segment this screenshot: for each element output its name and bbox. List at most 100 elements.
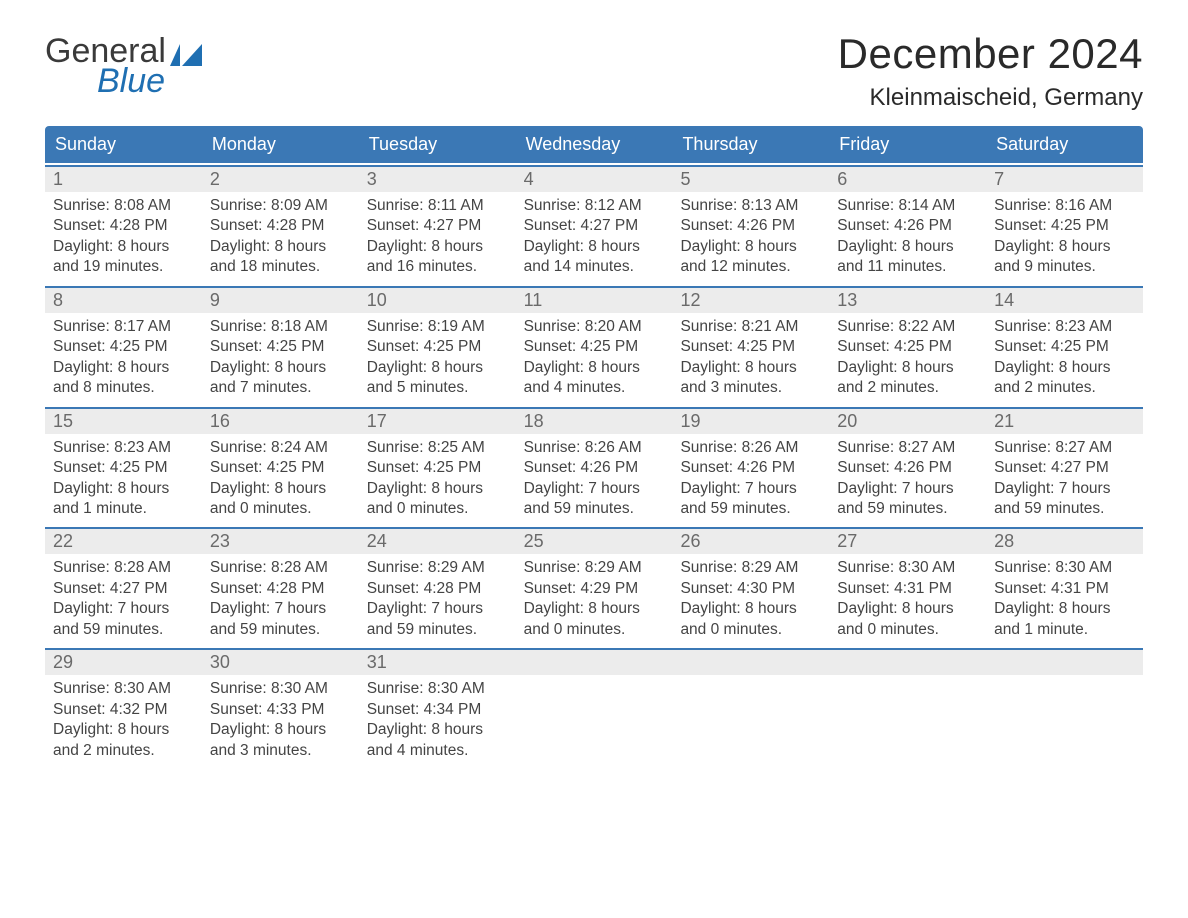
day-detail-line: Daylight: 8 hours (367, 237, 508, 257)
day-number: 25 (516, 529, 673, 554)
day-detail-line: Sunrise: 8:27 AM (994, 438, 1135, 458)
day-detail-line: Daylight: 8 hours (53, 237, 194, 257)
day-number: 14 (986, 288, 1143, 313)
day-detail-line: Sunset: 4:30 PM (680, 579, 821, 599)
month-title: December 2024 (838, 30, 1143, 78)
calendar-day: 24Sunrise: 8:29 AMSunset: 4:28 PMDayligh… (359, 529, 516, 646)
day-number: 31 (359, 650, 516, 675)
day-details: Sunrise: 8:23 AMSunset: 4:25 PMDaylight:… (45, 434, 202, 520)
day-details: Sunrise: 8:16 AMSunset: 4:25 PMDaylight:… (986, 192, 1143, 278)
day-detail-line: Sunset: 4:25 PM (210, 337, 351, 357)
day-number: 13 (829, 288, 986, 313)
day-number: 23 (202, 529, 359, 554)
day-detail-line: and 0 minutes. (837, 620, 978, 640)
calendar-day (516, 650, 673, 767)
day-detail-line: Daylight: 7 hours (53, 599, 194, 619)
day-details: Sunrise: 8:21 AMSunset: 4:25 PMDaylight:… (672, 313, 829, 399)
day-detail-line: Sunset: 4:27 PM (994, 458, 1135, 478)
day-details (829, 675, 986, 679)
day-detail-line: Sunrise: 8:18 AM (210, 317, 351, 337)
day-details: Sunrise: 8:30 AMSunset: 4:31 PMDaylight:… (986, 554, 1143, 640)
day-detail-line: Daylight: 8 hours (210, 237, 351, 257)
day-details: Sunrise: 8:28 AMSunset: 4:28 PMDaylight:… (202, 554, 359, 640)
day-detail-line: Sunset: 4:34 PM (367, 700, 508, 720)
day-detail-line: Daylight: 7 hours (210, 599, 351, 619)
day-detail-line: Sunset: 4:31 PM (994, 579, 1135, 599)
day-detail-line: Sunset: 4:25 PM (210, 458, 351, 478)
calendar-day: 8Sunrise: 8:17 AMSunset: 4:25 PMDaylight… (45, 288, 202, 405)
day-detail-line: and 59 minutes. (210, 620, 351, 640)
calendar-week: 15Sunrise: 8:23 AMSunset: 4:25 PMDayligh… (45, 407, 1143, 526)
day-detail-line: Sunrise: 8:30 AM (837, 558, 978, 578)
day-details: Sunrise: 8:30 AMSunset: 4:32 PMDaylight:… (45, 675, 202, 761)
calendar-week: 22Sunrise: 8:28 AMSunset: 4:27 PMDayligh… (45, 527, 1143, 646)
day-detail-line: Sunset: 4:26 PM (680, 216, 821, 236)
calendar-day: 11Sunrise: 8:20 AMSunset: 4:25 PMDayligh… (516, 288, 673, 405)
day-detail-line: and 59 minutes. (524, 499, 665, 519)
day-details: Sunrise: 8:28 AMSunset: 4:27 PMDaylight:… (45, 554, 202, 640)
day-details: Sunrise: 8:30 AMSunset: 4:33 PMDaylight:… (202, 675, 359, 761)
day-number: 30 (202, 650, 359, 675)
day-details: Sunrise: 8:24 AMSunset: 4:25 PMDaylight:… (202, 434, 359, 520)
day-detail-line: Sunrise: 8:22 AM (837, 317, 978, 337)
day-detail-line: and 11 minutes. (837, 257, 978, 277)
day-detail-line: Sunrise: 8:11 AM (367, 196, 508, 216)
calendar-day: 26Sunrise: 8:29 AMSunset: 4:30 PMDayligh… (672, 529, 829, 646)
day-detail-line: Sunrise: 8:23 AM (994, 317, 1135, 337)
calendar-day: 12Sunrise: 8:21 AMSunset: 4:25 PMDayligh… (672, 288, 829, 405)
day-detail-line: Sunrise: 8:27 AM (837, 438, 978, 458)
day-detail-line: and 0 minutes. (367, 499, 508, 519)
day-detail-line: and 8 minutes. (53, 378, 194, 398)
day-detail-line: Daylight: 8 hours (837, 599, 978, 619)
day-detail-line: and 2 minutes. (53, 741, 194, 761)
day-number: 5 (672, 167, 829, 192)
day-detail-line: Sunrise: 8:25 AM (367, 438, 508, 458)
day-detail-line: Sunset: 4:28 PM (210, 579, 351, 599)
day-details: Sunrise: 8:26 AMSunset: 4:26 PMDaylight:… (516, 434, 673, 520)
day-number: 16 (202, 409, 359, 434)
day-details: Sunrise: 8:23 AMSunset: 4:25 PMDaylight:… (986, 313, 1143, 399)
day-detail-line: Daylight: 8 hours (524, 358, 665, 378)
day-number: 21 (986, 409, 1143, 434)
calendar-day (986, 650, 1143, 767)
day-number (672, 650, 829, 675)
day-detail-line: Sunrise: 8:28 AM (210, 558, 351, 578)
calendar-day: 5Sunrise: 8:13 AMSunset: 4:26 PMDaylight… (672, 167, 829, 284)
day-number: 6 (829, 167, 986, 192)
dow-header: Saturday (986, 126, 1143, 163)
calendar-day: 17Sunrise: 8:25 AMSunset: 4:25 PMDayligh… (359, 409, 516, 526)
day-details: Sunrise: 8:27 AMSunset: 4:26 PMDaylight:… (829, 434, 986, 520)
day-detail-line: Sunset: 4:27 PM (524, 216, 665, 236)
day-number: 26 (672, 529, 829, 554)
day-detail-line: Sunrise: 8:29 AM (680, 558, 821, 578)
header: General Blue December 2024 Kleinmaischei… (45, 30, 1143, 112)
day-detail-line: Sunset: 4:28 PM (210, 216, 351, 236)
day-detail-line: Sunset: 4:25 PM (680, 337, 821, 357)
calendar-day: 3Sunrise: 8:11 AMSunset: 4:27 PMDaylight… (359, 167, 516, 284)
logo-text-2: Blue (97, 64, 202, 98)
day-detail-line: Daylight: 8 hours (367, 358, 508, 378)
day-details: Sunrise: 8:29 AMSunset: 4:29 PMDaylight:… (516, 554, 673, 640)
day-details: Sunrise: 8:27 AMSunset: 4:27 PMDaylight:… (986, 434, 1143, 520)
day-details: Sunrise: 8:12 AMSunset: 4:27 PMDaylight:… (516, 192, 673, 278)
day-number (986, 650, 1143, 675)
day-details: Sunrise: 8:25 AMSunset: 4:25 PMDaylight:… (359, 434, 516, 520)
title-block: December 2024 Kleinmaischeid, Germany (838, 30, 1143, 112)
day-details: Sunrise: 8:09 AMSunset: 4:28 PMDaylight:… (202, 192, 359, 278)
day-detail-line: Sunset: 4:26 PM (837, 216, 978, 236)
day-details (986, 675, 1143, 679)
calendar-day: 31Sunrise: 8:30 AMSunset: 4:34 PMDayligh… (359, 650, 516, 767)
day-detail-line: Sunrise: 8:19 AM (367, 317, 508, 337)
day-details: Sunrise: 8:14 AMSunset: 4:26 PMDaylight:… (829, 192, 986, 278)
day-detail-line: Sunrise: 8:30 AM (53, 679, 194, 699)
dow-header: Monday (202, 126, 359, 163)
day-number: 15 (45, 409, 202, 434)
day-detail-line: Sunset: 4:29 PM (524, 579, 665, 599)
day-detail-line: Sunset: 4:25 PM (994, 337, 1135, 357)
day-detail-line: Sunset: 4:25 PM (367, 458, 508, 478)
calendar-day: 29Sunrise: 8:30 AMSunset: 4:32 PMDayligh… (45, 650, 202, 767)
location-label: Kleinmaischeid, Germany (838, 84, 1143, 112)
day-detail-line: Daylight: 8 hours (367, 720, 508, 740)
dow-header: Tuesday (359, 126, 516, 163)
day-details: Sunrise: 8:19 AMSunset: 4:25 PMDaylight:… (359, 313, 516, 399)
